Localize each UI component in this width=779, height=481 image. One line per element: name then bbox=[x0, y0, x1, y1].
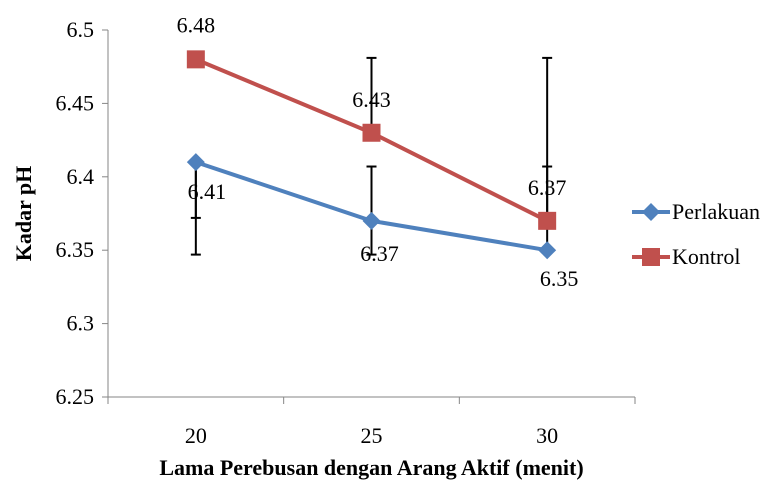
y-tick-label: 6.5 bbox=[67, 17, 95, 42]
data-point-perlakuan-25 bbox=[362, 211, 381, 230]
y-tick-label: 6.25 bbox=[56, 384, 95, 409]
data-point-perlakuan-30 bbox=[538, 241, 557, 260]
x-tick-label: 25 bbox=[361, 423, 383, 448]
data-markers bbox=[186, 50, 557, 260]
data-label-kontrol: 6.37 bbox=[528, 175, 567, 200]
x-tick-label: 30 bbox=[536, 423, 558, 448]
x-axis-title: Lama Perebusan dengan Arang Aktif (menit… bbox=[159, 455, 583, 480]
y-tick-label: 6.3 bbox=[67, 311, 95, 336]
data-point-kontrol-20 bbox=[186, 50, 205, 69]
legend-label-perlakuan: Perlakuan bbox=[672, 199, 760, 224]
x-axis-ticks: 20 25 30 bbox=[107, 397, 636, 448]
data-labels: 6.41 6.37 6.35 6.48 6.43 6.37 bbox=[177, 12, 579, 291]
data-label-perlakuan: 6.35 bbox=[540, 266, 579, 291]
data-label-perlakuan: 6.41 bbox=[188, 179, 227, 204]
legend-marker-kontrol bbox=[642, 248, 660, 266]
x-tick-label: 20 bbox=[185, 423, 207, 448]
y-axis-title: Kadar pH bbox=[11, 166, 36, 262]
y-axis-ticks: 6.25 6.3 6.35 6.4 6.45 6.5 bbox=[56, 17, 108, 409]
legend: Perlakuan Kontrol bbox=[632, 199, 760, 269]
data-point-perlakuan-20 bbox=[186, 153, 205, 172]
data-label-perlakuan: 6.37 bbox=[360, 241, 399, 266]
error-bars bbox=[190, 56, 553, 256]
data-point-kontrol-30 bbox=[538, 211, 557, 230]
y-tick-label: 6.4 bbox=[67, 164, 95, 189]
data-label-kontrol: 6.48 bbox=[177, 12, 216, 37]
y-tick-label: 6.45 bbox=[56, 90, 95, 115]
data-point-kontrol-25 bbox=[362, 123, 381, 142]
data-label-kontrol: 6.43 bbox=[352, 87, 391, 112]
legend-marker-perlakuan bbox=[642, 203, 660, 221]
legend-label-kontrol: Kontrol bbox=[672, 244, 740, 269]
y-tick-label: 6.35 bbox=[56, 237, 95, 262]
